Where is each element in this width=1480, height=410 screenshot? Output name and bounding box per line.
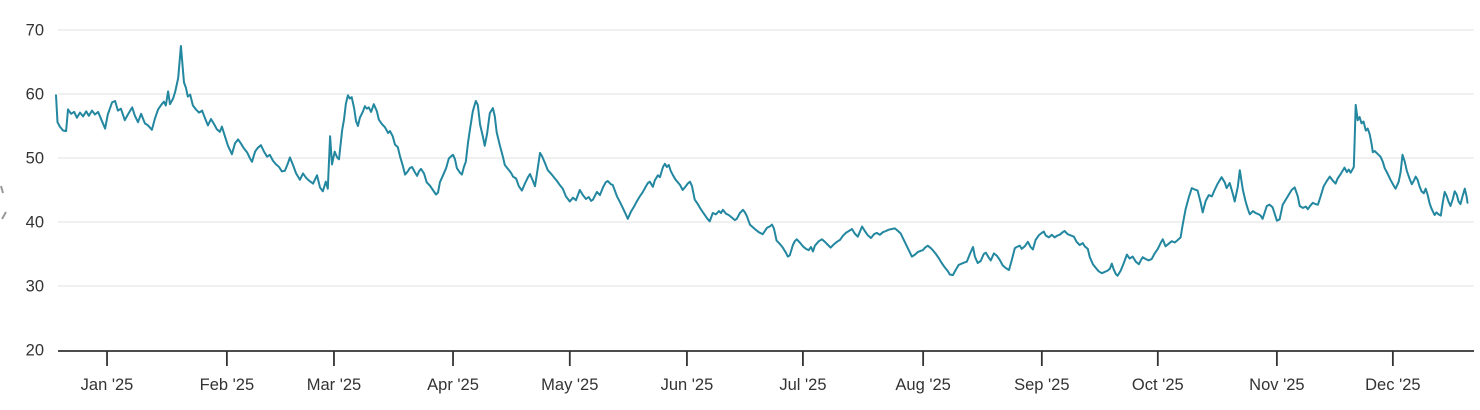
y-tick-label-60: 60 bbox=[26, 86, 44, 104]
clipped-glyph-mark bbox=[0, 185, 4, 194]
clipped-glyph-mark bbox=[1, 211, 7, 220]
x-tick-label-jul: Jul '25 bbox=[779, 376, 826, 394]
x-tick-label-apr: Apr '25 bbox=[427, 376, 479, 394]
x-tick-label-dec: Dec '25 bbox=[1365, 376, 1420, 394]
x-tick-label-jun: Jun '25 bbox=[661, 376, 714, 394]
y-axis-title-clipped-fragment bbox=[0, 185, 7, 220]
x-tick-label-nov: Nov '25 bbox=[1249, 376, 1304, 394]
y-tick-label-40: 40 bbox=[26, 214, 44, 232]
gridlines bbox=[58, 29, 1474, 287]
x-tick-label-mar: Mar '25 bbox=[307, 376, 362, 394]
x-axis-labels: Jan '25 Feb '25 Mar '25 Apr '25 May '25 Jun '… bbox=[81, 376, 1421, 394]
y-tick-label-50: 50 bbox=[26, 150, 44, 168]
y-tick-label-30: 30 bbox=[26, 278, 44, 296]
x-tick-label-sep: Sep '25 bbox=[1014, 376, 1069, 394]
series-line-value bbox=[55, 45, 1469, 277]
y-axis-labels: 70 60 50 40 30 20 bbox=[26, 22, 44, 360]
x-tick-label-jan: Jan '25 bbox=[81, 376, 134, 394]
y-tick-label-20: 20 bbox=[26, 342, 44, 360]
y-tick-label-70: 70 bbox=[26, 22, 44, 40]
data-series bbox=[55, 45, 1469, 277]
x-tick-label-oct: Oct '25 bbox=[1132, 376, 1184, 394]
x-tick-label-may: May '25 bbox=[541, 376, 598, 394]
x-tick-label-feb: Feb '25 bbox=[200, 376, 255, 394]
x-axis bbox=[58, 350, 1474, 366]
x-tick-label-aug: Aug '25 bbox=[895, 376, 950, 394]
